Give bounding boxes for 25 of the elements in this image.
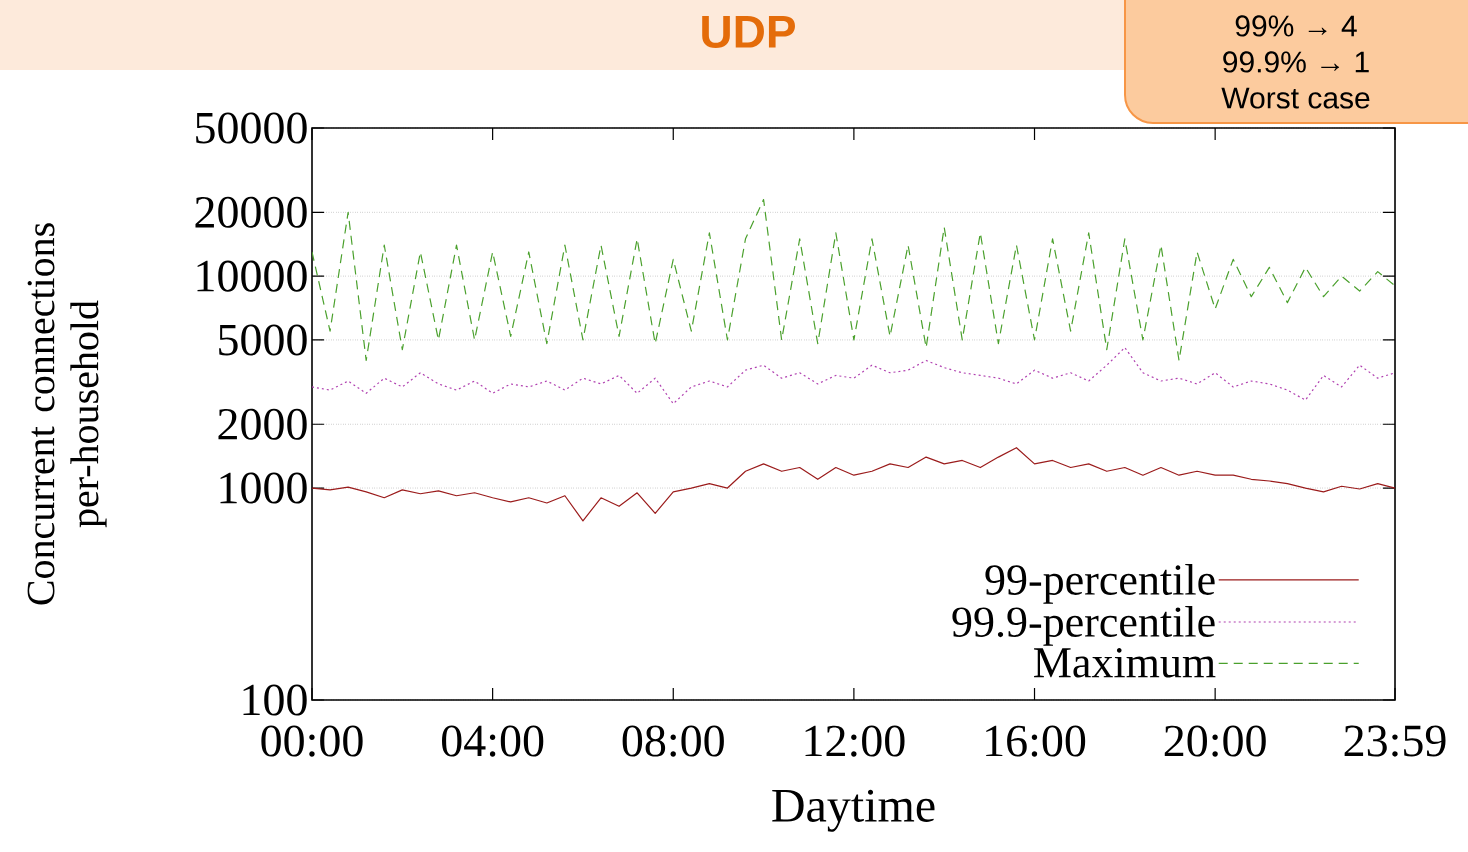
- y-tick-label: 100: [243, 684, 307, 716]
- x-axis-title: Daytime: [772, 789, 935, 832]
- text: 99.9% → 1: [1223, 51, 1369, 73]
- y-tick-label: 1000: [220, 472, 307, 504]
- y-tick-label: 10000: [197, 260, 307, 292]
- legend-label: 99.9-percentile: [952, 605, 1215, 646]
- legend-label: Maximum: [1034, 648, 1216, 678]
- x-tick-label: 12:00: [805, 725, 905, 757]
- y-tick-label: 50000: [196, 112, 307, 144]
- y-tick-label: 5000: [219, 324, 307, 356]
- x-tick-label: 08:00: [622, 725, 724, 757]
- line-series: [312, 347, 1396, 405]
- line-series: [312, 447, 1396, 522]
- legend-label: 99-percentile: [985, 563, 1215, 604]
- x-tick-label: 00:00: [261, 725, 363, 757]
- y-tick-label: 2000: [218, 408, 307, 440]
- y-axis-title: Concurrent connections per-household: [27, 223, 107, 605]
- text: 99% → 4: [1235, 15, 1357, 37]
- x-tick-label: 16:00: [986, 725, 1086, 757]
- x-tick-label: 04:00: [442, 725, 544, 757]
- chart-title: UDP: [702, 15, 795, 49]
- text: Worst case: [1221, 87, 1370, 109]
- x-tick-label: 20:00: [1164, 725, 1266, 757]
- y-tick-label: 20000: [195, 196, 307, 228]
- x-tick-label: 23:59: [1344, 725, 1446, 757]
